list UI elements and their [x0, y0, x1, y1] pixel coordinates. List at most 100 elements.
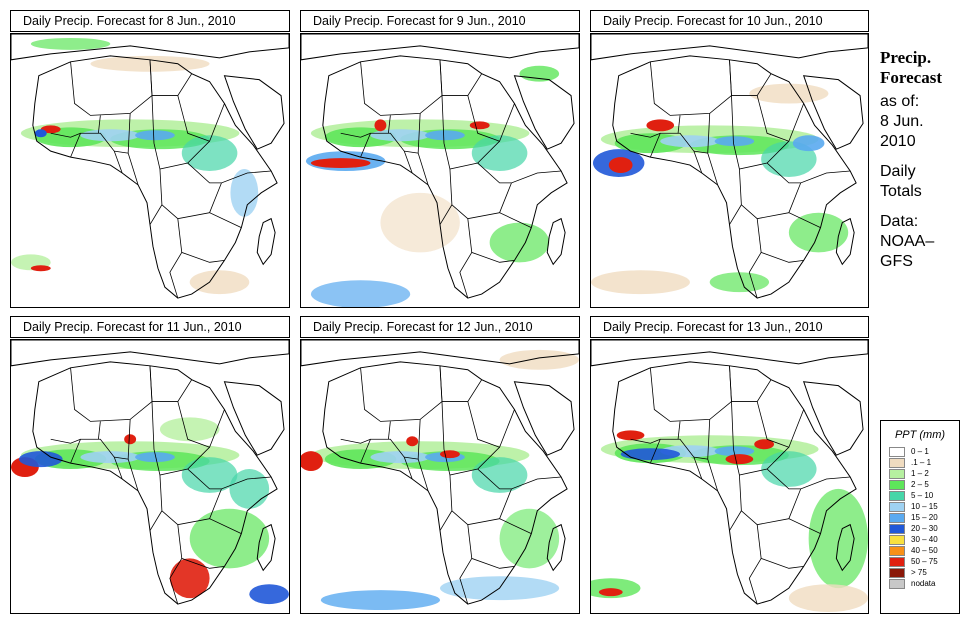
- precip-area: [30, 265, 51, 272]
- country-border: [467, 524, 515, 569]
- country-border: [177, 524, 225, 569]
- precip-area: [469, 121, 490, 130]
- precip-map: [590, 339, 869, 614]
- precip-area: [370, 451, 431, 464]
- precip-map: [10, 339, 290, 614]
- precip-area: [229, 469, 270, 509]
- precip-area: [181, 135, 238, 171]
- precip-area: [370, 129, 431, 142]
- country-border: [449, 474, 532, 534]
- country-border: [731, 401, 790, 476]
- country-border: [766, 162, 801, 184]
- africa-map: [591, 34, 868, 299]
- data-source: GFS: [880, 253, 913, 270]
- country-border: [404, 150, 419, 154]
- country-border: [693, 456, 708, 460]
- country-border: [499, 476, 562, 519]
- legend-title: PPT (mm): [894, 429, 946, 441]
- country-border: [630, 132, 661, 138]
- precip-area: [519, 65, 560, 82]
- arabia-outline: [802, 75, 864, 150]
- country-border: [177, 401, 225, 448]
- precip-area: [714, 446, 755, 457]
- country-border: [387, 421, 391, 440]
- legend-swatch: [889, 469, 905, 479]
- precip-area: [620, 448, 681, 461]
- precip-area: [135, 452, 175, 463]
- country-border: [441, 95, 500, 170]
- data-label: Data:: [880, 213, 919, 230]
- legend-swatch: [889, 579, 905, 589]
- legend-item: 1 – 2: [881, 468, 959, 479]
- legend-swatch: [889, 447, 905, 457]
- country-border: [127, 419, 139, 492]
- country-border: [439, 365, 483, 402]
- legend-item: 5 – 10: [881, 490, 959, 501]
- legend-item: nodata: [881, 578, 959, 589]
- precip-area: [310, 280, 411, 307]
- country-border: [149, 365, 193, 402]
- legend-label: 0 – 1: [911, 447, 929, 456]
- precip-area: [725, 454, 754, 465]
- africa-outline: [32, 55, 278, 299]
- country-border: [169, 558, 183, 605]
- legend-label: 10 – 15: [911, 502, 938, 511]
- panel-title: Daily Precip. Forecast for 9 Jun., 2010: [300, 10, 580, 32]
- country-border: [477, 468, 512, 490]
- legend-label: 20 – 30: [911, 524, 938, 533]
- panel-title: Daily Precip. Forecast for 13 Jun., 2010: [590, 316, 869, 338]
- legend-label: 15 – 20: [911, 513, 938, 522]
- precip-area: [754, 439, 775, 450]
- precip-area: [80, 129, 141, 142]
- precip-area: [18, 451, 63, 468]
- precip-area: [181, 457, 238, 493]
- country-border: [756, 95, 805, 142]
- country-border: [439, 59, 483, 96]
- country-border: [149, 204, 163, 225]
- africa-map: [11, 340, 289, 605]
- precip-area: [499, 349, 579, 370]
- panel-title: Daily Precip. Forecast for 8 Jun., 2010: [10, 10, 290, 32]
- country-border: [209, 476, 272, 519]
- legend-swatch: [889, 535, 905, 545]
- country-border: [756, 524, 804, 569]
- country-border: [630, 438, 661, 444]
- legend-label: 30 – 40: [911, 535, 938, 544]
- country-border: [788, 476, 851, 519]
- precip-area: [709, 272, 770, 293]
- africa-map: [301, 340, 579, 611]
- africa-outline: [612, 361, 857, 605]
- country-border: [177, 95, 225, 142]
- precip-area: [489, 222, 550, 263]
- precip-area: [169, 558, 210, 599]
- totals-label: Totals: [880, 183, 922, 200]
- precip-area: [380, 192, 460, 253]
- sidebar-heading: Precip.: [880, 48, 932, 67]
- legend-swatch: [889, 546, 905, 556]
- precip-area: [374, 119, 387, 132]
- country-border: [439, 204, 453, 225]
- precip-area: [34, 129, 47, 138]
- daily-label: Daily: [880, 163, 916, 180]
- precip-area: [135, 130, 175, 141]
- africa-outline: [322, 55, 568, 299]
- country-border: [677, 421, 681, 440]
- precip-area: [714, 136, 755, 147]
- country-border: [387, 115, 391, 134]
- legend-label: nodata: [911, 579, 936, 588]
- precip-area: [646, 119, 675, 132]
- africa-outline: [32, 361, 278, 605]
- legend-swatch: [889, 524, 905, 534]
- madagascar-outline: [835, 523, 855, 572]
- legend-label: .1 – 1: [911, 458, 932, 467]
- country-border: [477, 162, 512, 184]
- country-border: [360, 59, 443, 116]
- precip-area: [189, 270, 250, 295]
- country-border: [50, 132, 81, 138]
- precip-area: [124, 434, 137, 445]
- country-border: [209, 170, 272, 213]
- country-border: [187, 468, 222, 490]
- precip-area: [320, 590, 440, 611]
- precip-area: [189, 508, 270, 569]
- europe-outline: [301, 340, 579, 367]
